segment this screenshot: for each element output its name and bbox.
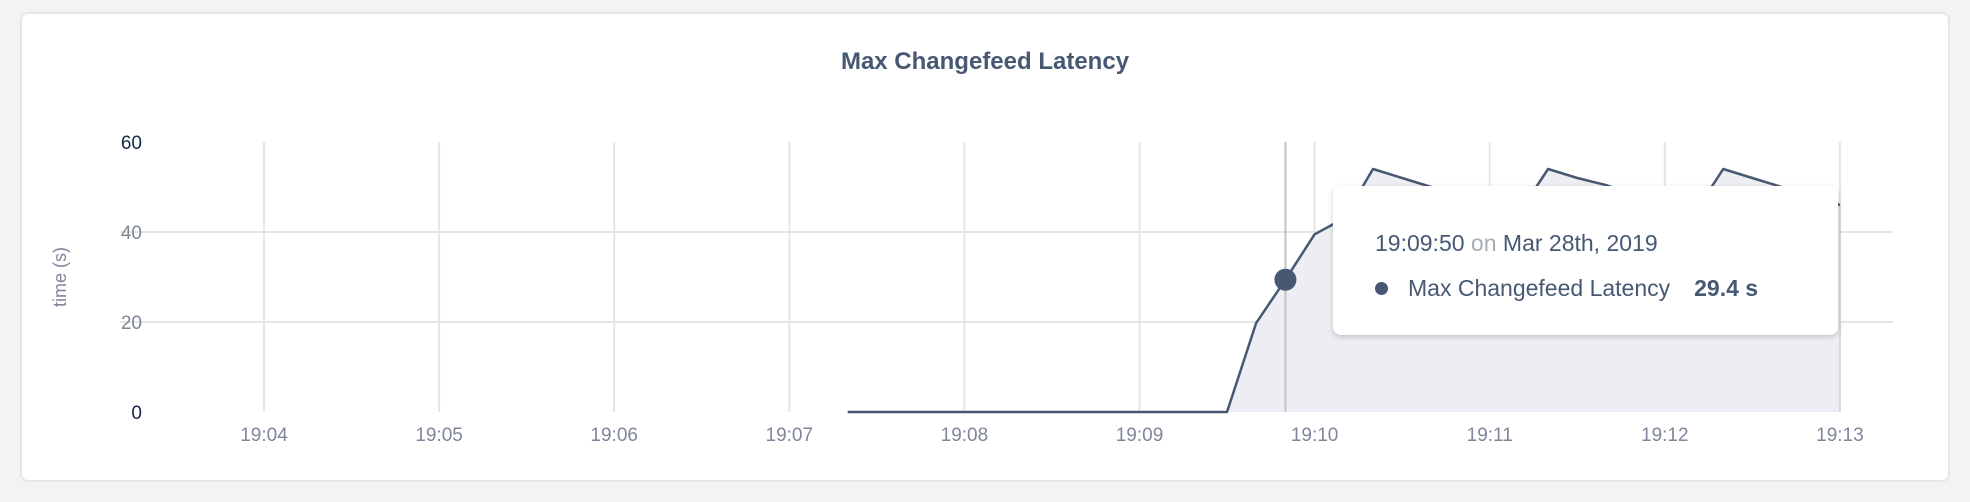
tooltip-timestamp: 19:09:50 on Mar 28th, 2019 (1375, 230, 1838, 257)
x-tick-label: 19:11 (1467, 425, 1513, 446)
tooltip-on: on (1470, 230, 1497, 256)
x-tick-label: 19:04 (240, 425, 288, 446)
series-dot-icon (1375, 282, 1388, 295)
tooltip-series-row: Max Changefeed Latency 29.4 s (1375, 275, 1838, 302)
x-tick-label: 19:13 (1816, 425, 1864, 446)
hover-point (1274, 268, 1297, 291)
tooltip-series-name: Max Changefeed Latency (1408, 275, 1671, 301)
tooltip-value: 29.4 s (1694, 275, 1759, 301)
x-tick-label: 19:09 (1116, 425, 1164, 446)
x-tick-label: 19:07 (766, 425, 814, 446)
y-tick-label: 0 (131, 403, 142, 424)
y-axis-label: time (s) (50, 247, 70, 307)
y-tick-label: 20 (121, 313, 142, 334)
chart-title: Max Changefeed Latency (840, 48, 1130, 75)
x-tick-label: 19:12 (1641, 425, 1689, 446)
y-tick-label: 40 (121, 223, 142, 244)
tooltip-time: 19:09:50 (1375, 230, 1465, 256)
chart-tooltip: 19:09:50 on Mar 28th, 2019 Max Changefee… (1333, 186, 1838, 335)
x-tick-label: 19:10 (1291, 425, 1339, 446)
x-tick-label: 19:08 (941, 425, 989, 446)
x-tick-label: 19:05 (415, 425, 463, 446)
tooltip-date: Mar 28th, 2019 (1502, 230, 1658, 256)
y-tick-label: 60 (121, 133, 142, 154)
x-tick-label: 19:06 (590, 425, 638, 446)
